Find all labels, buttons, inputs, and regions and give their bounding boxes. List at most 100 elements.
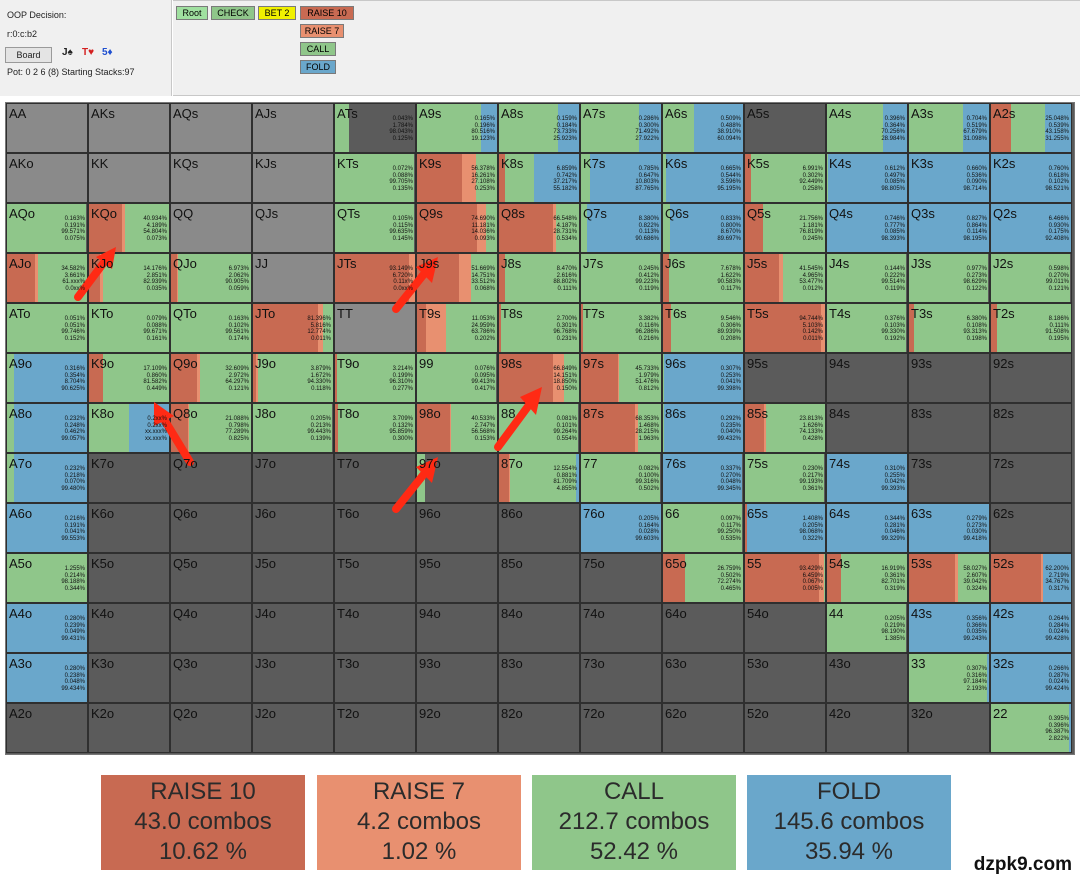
hand-cell-84o[interactable]: 84o	[498, 603, 580, 653]
hand-cell-j5o[interactable]: J5o	[252, 553, 334, 603]
summary-raise-10[interactable]: RAISE 10 43.0 combos 10.62 %	[101, 775, 305, 870]
hand-cell-j3o[interactable]: J3o	[252, 653, 334, 703]
hand-cell-k6o[interactable]: K6o	[88, 503, 170, 553]
hand-cell-t3s[interactable]: T3s 6.380% 0.108% 93.313% 0.198%	[908, 303, 990, 353]
hand-cell-kk[interactable]: KK	[88, 153, 170, 203]
hand-cell-j6s[interactable]: J6s 7.678% 1.622% 90.583% 0.117%	[662, 253, 744, 303]
hand-cell-66[interactable]: 66 0.097% 0.117% 99.250% 0.535%	[662, 503, 744, 553]
tree-node-call[interactable]: CALL	[300, 42, 336, 56]
hand-cell-84s[interactable]: 84s	[826, 403, 908, 453]
hand-cell-k8o[interactable]: K8o 0.2xx% 0.2xx% xx.xxx% xx.xxx%	[88, 403, 170, 453]
hand-cell-65s[interactable]: 65s 1.408% 0.205% 98.068% 0.322%	[744, 503, 826, 553]
summary-raise-7[interactable]: RAISE 7 4.2 combos 1.02 %	[317, 775, 521, 870]
hand-cell-92o[interactable]: 92o	[416, 703, 498, 753]
hand-cell-32s[interactable]: 32s 0.266% 0.287% 0.024% 99.424%	[990, 653, 1072, 703]
hand-cell-t7o[interactable]: T7o	[334, 453, 416, 503]
tree-node-bet-2[interactable]: BET 2	[258, 6, 296, 20]
summary-call[interactable]: CALL 212.7 combos 52.42 %	[532, 775, 736, 870]
hand-cell-q6s[interactable]: Q6s 0.833% 0.800% 8.670% 89.697%	[662, 203, 744, 253]
hand-cell-k6s[interactable]: K6s 0.665% 0.544% 3.596% 95.195%	[662, 153, 744, 203]
hand-cell-ako[interactable]: AKo	[6, 153, 88, 203]
hand-cell-t6o[interactable]: T6o	[334, 503, 416, 553]
hand-cell-q9s[interactable]: Q9s 74.690% 11.181% 14.036% 0.093%	[416, 203, 498, 253]
hand-cell-k5o[interactable]: K5o	[88, 553, 170, 603]
hand-cell-54s[interactable]: 54s 16.919% 0.361% 82.701% 0.319%	[826, 553, 908, 603]
hand-cell-j5s[interactable]: J5s 41.545% 4.965% 53.477% 0.012%	[744, 253, 826, 303]
summary-fold[interactable]: FOLD 145.6 combos 35.94 %	[747, 775, 951, 870]
hand-cell-j8o[interactable]: J8o 0.205% 0.213% 99.443% 0.139%	[252, 403, 334, 453]
hand-cell-33[interactable]: 33 0.307% 0.316% 97.184% 2.193%	[908, 653, 990, 703]
hand-cell-76s[interactable]: 76s 0.337% 0.270% 0.048% 99.345%	[662, 453, 744, 503]
hand-cell-73o[interactable]: 73o	[580, 653, 662, 703]
hand-cell-k7o[interactable]: K7o	[88, 453, 170, 503]
hand-cell-96o[interactable]: 96o	[416, 503, 498, 553]
hand-cell-k2o[interactable]: K2o	[88, 703, 170, 753]
hand-cell-85s[interactable]: 85s 23.813% 1.626% 74.133% 0.428%	[744, 403, 826, 453]
hand-cell-95o[interactable]: 95o	[416, 553, 498, 603]
hand-cell-kqo[interactable]: KQo 40.934% 4.189% 54.804% 0.073%	[88, 203, 170, 253]
hand-cell-55[interactable]: 55 93.429% 6.459% 0.067% 0.005%	[744, 553, 826, 603]
hand-cell-74o[interactable]: 74o	[580, 603, 662, 653]
hand-cell-aa[interactable]: AA	[6, 103, 88, 153]
hand-cell-44[interactable]: 44 0.205% 0.219% 98.190% 1.385%	[826, 603, 908, 653]
board-button[interactable]: Board	[5, 47, 52, 63]
hand-cell-53s[interactable]: 53s 58.027% 2.607% 39.042% 0.324%	[908, 553, 990, 603]
hand-cell-q3o[interactable]: Q3o	[170, 653, 252, 703]
hand-cell-k4o[interactable]: K4o	[88, 603, 170, 653]
hand-cell-a3s[interactable]: A3s 0.704% 0.519% 67.679% 31.098%	[908, 103, 990, 153]
hand-cell-qq[interactable]: QQ	[170, 203, 252, 253]
hand-cell-a3o[interactable]: A3o 0.280% 0.238% 0.048% 99.434%	[6, 653, 88, 703]
hand-cell-73s[interactable]: 73s	[908, 453, 990, 503]
hand-cell-aqo[interactable]: AQo 0.163% 0.191% 99.571% 0.075%	[6, 203, 88, 253]
hand-cell-jto[interactable]: JTo 81.396% 5.816% 12.774% 0.011%	[252, 303, 334, 353]
hand-cell-t2o[interactable]: T2o	[334, 703, 416, 753]
hand-cell-a6o[interactable]: A6o 0.216% 0.191% 0.041% 99.553%	[6, 503, 88, 553]
hand-cell-97s[interactable]: 97s 45.733% 1.979% 51.476% 0.812%	[580, 353, 662, 403]
hand-cell-a9o[interactable]: A9o 0.316% 0.354% 8.704% 90.625%	[6, 353, 88, 403]
hand-cell-q2s[interactable]: Q2s 6.466% 0.930% 0.175% 92.408%	[990, 203, 1072, 253]
hand-cell-k9s[interactable]: K9s 56.378% 16.261% 27.108% 0.253%	[416, 153, 498, 203]
hand-cell-87s[interactable]: 87s 68.353% 1.468% 28.215% 1.963%	[580, 403, 662, 453]
hand-cell-a5s[interactable]: A5s	[744, 103, 826, 153]
hand-cell-72s[interactable]: 72s	[990, 453, 1072, 503]
hand-cell-42o[interactable]: 42o	[826, 703, 908, 753]
hand-cell-t9s[interactable]: T9s 11.053% 24.959% 63.786% 0.202%	[416, 303, 498, 353]
hand-cell-q7o[interactable]: Q7o	[170, 453, 252, 503]
hand-cell-a8s[interactable]: A8s 0.159% 0.184% 73.733% 25.923%	[498, 103, 580, 153]
hand-cell-k7s[interactable]: K7s 0.785% 0.647% 10.803% 87.765%	[580, 153, 662, 203]
hand-cell-64o[interactable]: 64o	[662, 603, 744, 653]
hand-cell-62o[interactable]: 62o	[662, 703, 744, 753]
hand-cell-74s[interactable]: 74s 0.310% 0.255% 0.042% 99.393%	[826, 453, 908, 503]
hand-cell-t3o[interactable]: T3o	[334, 653, 416, 703]
hand-cell-75o[interactable]: 75o	[580, 553, 662, 603]
hand-cell-t4o[interactable]: T4o	[334, 603, 416, 653]
hand-cell-qjs[interactable]: QJs	[252, 203, 334, 253]
hand-cell-j9s[interactable]: J9s 51.669% 14.751% 33.512% 0.068%	[416, 253, 498, 303]
hand-cell-a6s[interactable]: A6s 0.509% 0.488% 38.910% 60.094%	[662, 103, 744, 153]
hand-cell-ato[interactable]: ATo 0.051% 0.051% 99.746% 0.152%	[6, 303, 88, 353]
tree-node-raise-10[interactable]: RAISE 10	[300, 6, 354, 20]
hand-cell-q4s[interactable]: Q4s 0.746% 0.777% 0.085% 98.393%	[826, 203, 908, 253]
hand-cell-99[interactable]: 99 0.076% 0.095% 99.413% 0.417%	[416, 353, 498, 403]
tree-node-root[interactable]: Root	[176, 6, 208, 20]
hand-cell-k4s[interactable]: K4s 0.612% 0.497% 0.085% 98.805%	[826, 153, 908, 203]
hand-cell-a8o[interactable]: A8o 0.232% 0.248% 0.462% 99.057%	[6, 403, 88, 453]
hand-cell-a7o[interactable]: A7o 0.232% 0.218% 0.070% 99.480%	[6, 453, 88, 503]
hand-cell-53o[interactable]: 53o	[744, 653, 826, 703]
hand-cell-82s[interactable]: 82s	[990, 403, 1072, 453]
hand-cell-83s[interactable]: 83s	[908, 403, 990, 453]
hand-cell-t7s[interactable]: T7s 3.382% 0.116% 96.286% 0.216%	[580, 303, 662, 353]
tree-node-raise-7[interactable]: RAISE 7	[300, 24, 344, 38]
hand-cell-ats[interactable]: ATs 0.043% 1.784% 98.043% 0.125%	[334, 103, 416, 153]
tree-node-fold[interactable]: FOLD	[300, 60, 336, 74]
hand-cell-97o[interactable]: 97o	[416, 453, 498, 503]
hand-cell-t6s[interactable]: T6s 9.546% 0.306% 89.939% 0.208%	[662, 303, 744, 353]
hand-cell-tt[interactable]: TT	[334, 303, 416, 353]
hand-cell-j6o[interactable]: J6o	[252, 503, 334, 553]
hand-cell-63o[interactable]: 63o	[662, 653, 744, 703]
hand-cell-85o[interactable]: 85o	[498, 553, 580, 603]
hand-cell-a4o[interactable]: A4o 0.280% 0.239% 0.049% 99.431%	[6, 603, 88, 653]
hand-cell-22[interactable]: 22 0.395% 0.396% 96.387% 2.822%	[990, 703, 1072, 753]
hand-cell-j2s[interactable]: J2s 0.598% 0.270% 99.011% 0.121%	[990, 253, 1072, 303]
hand-cell-qto[interactable]: QTo 0.163% 0.102% 99.561% 0.174%	[170, 303, 252, 353]
